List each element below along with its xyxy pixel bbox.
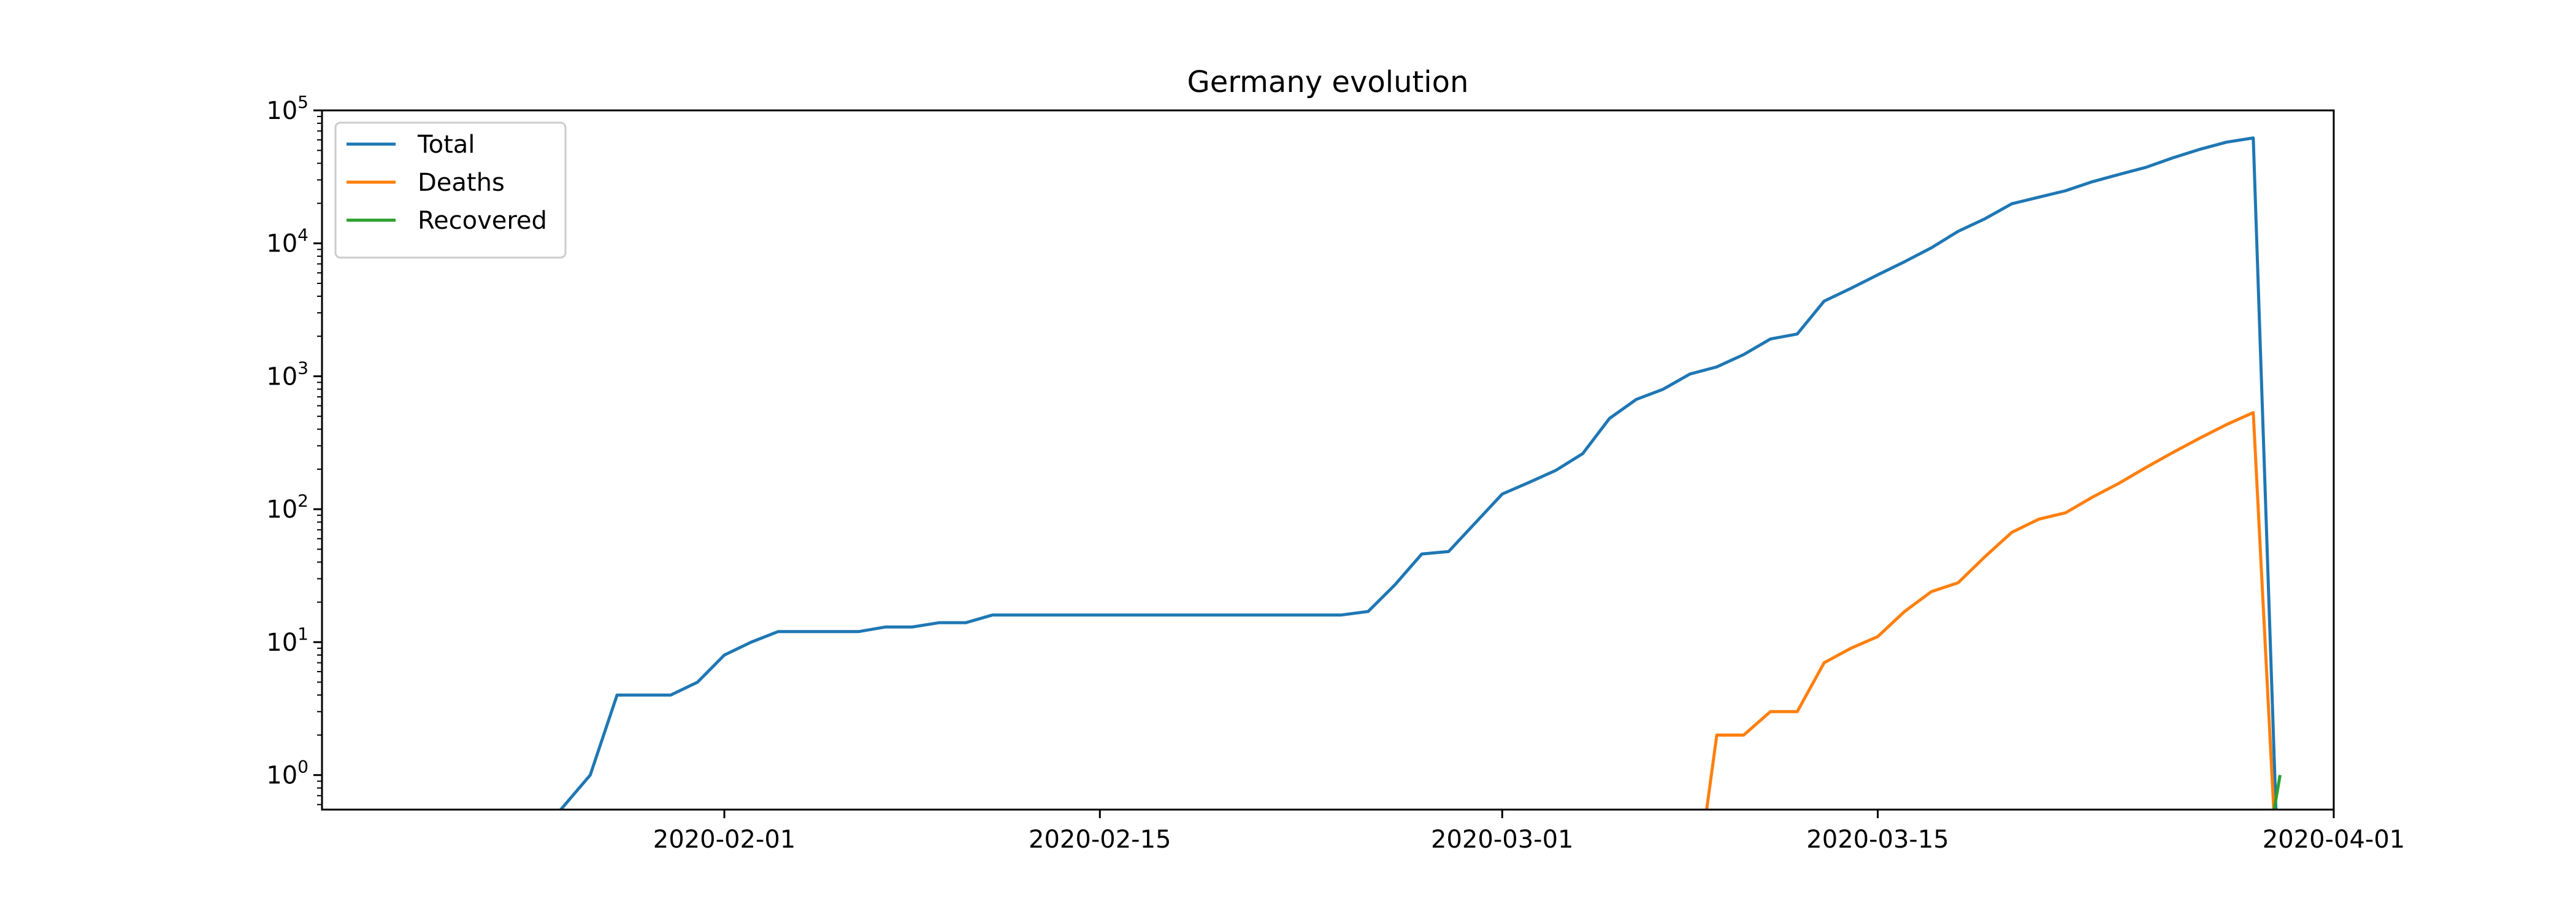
x-tick-label: 2020-03-01 [1431,826,1573,854]
y-tick-label: 104 [266,225,309,258]
legend-label-total: Total [417,131,475,159]
y-tick-label: 102 [266,491,309,524]
chart-title: Germany evolution [1187,65,1469,99]
x-tick-label: 2020-02-15 [1029,826,1171,854]
series-line-total [558,136,2278,810]
y-axis: 100 101 102 103 104 105 [266,92,322,805]
x-tick-label: 2020-03-15 [1806,826,1949,854]
legend: Total Deaths Recovered [334,121,567,259]
plot-frame [321,109,2335,811]
y-tick-label: 100 [266,757,309,790]
x-axis: 2020-02-01 2020-02-15 2020-03-01 2020-03-15… [653,810,2405,854]
series-line-recovered [2272,775,2282,810]
x-tick-label: 2020-04-01 [2263,826,2405,854]
legend-label-deaths: Deaths [418,169,505,197]
legend-box [334,121,567,259]
y-tick-label: 105 [266,92,309,125]
legend-label-recovered: Recovered [418,207,547,235]
series-layer [558,136,2282,810]
x-tick-label: 2020-02-01 [653,826,795,854]
y-tick-label: 103 [266,358,309,391]
series-line-deaths [1705,411,2275,810]
y-tick-label: 101 [266,624,309,657]
